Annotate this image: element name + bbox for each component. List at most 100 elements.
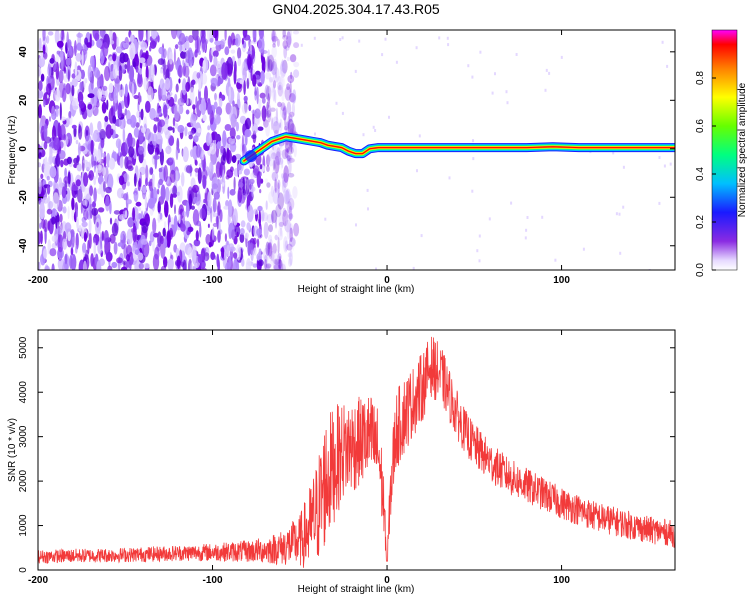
- noise-blob: [209, 38, 214, 43]
- x-tick-label: -200: [28, 575, 48, 586]
- noise-blob: [228, 243, 235, 252]
- noise-blob: [156, 243, 161, 252]
- noise-blob: [217, 201, 221, 216]
- noise-blob: [85, 129, 89, 136]
- noise-blob: [282, 172, 289, 188]
- noise-blob: [153, 117, 160, 122]
- noise-blob: [281, 159, 284, 169]
- y-tick-label: 2000: [18, 470, 29, 493]
- noise-blob: [212, 50, 219, 58]
- noise-speck: [622, 165, 625, 169]
- noise-blob: [64, 167, 67, 179]
- noise-blob: [251, 123, 259, 134]
- snr-panel: -200 -100 0 100 0 1000 2000 3000 4000 5000 Heigh…: [7, 329, 676, 595]
- noise-blob: [202, 59, 206, 72]
- noise-blob: [71, 78, 78, 88]
- noise-speck: [467, 64, 470, 68]
- noise-blob: [239, 233, 245, 244]
- noise-speck: [416, 169, 418, 173]
- noise-blob: [286, 154, 293, 164]
- noise-blob: [287, 173, 295, 178]
- noise-blob: [48, 201, 54, 209]
- noise-blob: [272, 159, 276, 171]
- noise-blob: [245, 258, 252, 270]
- noise-blob: [51, 263, 55, 270]
- noise-blob: [199, 267, 207, 270]
- noise-blob: [284, 126, 288, 131]
- noise-blob: [289, 249, 293, 266]
- noise-blob: [200, 97, 207, 116]
- noise-blob: [236, 231, 239, 238]
- noise-blob: [46, 35, 50, 44]
- x-tick-label: 0: [384, 275, 390, 286]
- noise-blob: [286, 243, 293, 251]
- noise-blob: [277, 82, 283, 91]
- noise-blob: [287, 115, 291, 129]
- noise-blob: [267, 150, 275, 167]
- noise-blob: [292, 30, 300, 35]
- noise-blob: [229, 189, 236, 196]
- snr-series: [38, 336, 675, 568]
- noise-blob: [289, 54, 297, 63]
- noise-blob: [278, 260, 282, 270]
- noise-blob: [211, 227, 215, 241]
- noise-blob: [63, 176, 70, 184]
- noise-blob: [212, 197, 217, 213]
- noise-blob: [126, 199, 132, 205]
- noise-blob: [145, 164, 149, 183]
- noise-blob: [65, 83, 71, 95]
- noise-blob: [124, 63, 128, 70]
- noise-blob: [150, 63, 155, 81]
- noise-speck: [661, 40, 664, 44]
- noise-blob: [280, 73, 284, 92]
- noise-blob: [138, 262, 144, 270]
- noise-blob: [267, 59, 273, 72]
- noise-blob: [215, 161, 221, 178]
- noise-blob: [237, 163, 242, 171]
- noise-speck: [415, 46, 418, 50]
- noise-blob: [167, 258, 174, 270]
- noise-blob: [90, 253, 94, 267]
- noise-blob: [256, 252, 263, 262]
- noise-blob: [174, 123, 179, 129]
- noise-blob: [121, 65, 126, 74]
- noise-blob: [286, 146, 294, 155]
- noise-blob: [286, 154, 290, 165]
- noise-blob: [48, 82, 52, 93]
- noise-blob: [217, 230, 221, 243]
- noise-blob: [230, 32, 236, 46]
- noise-blob: [237, 47, 242, 60]
- noise-blob: [182, 146, 189, 163]
- noise-blob: [61, 186, 67, 199]
- noise-blob: [43, 123, 48, 141]
- noise-blob: [287, 252, 292, 258]
- noise-blob: [239, 115, 247, 125]
- noise-blob: [274, 248, 280, 265]
- noise-blob: [246, 50, 253, 55]
- noise-blob: [237, 57, 242, 67]
- noise-blob: [42, 30, 46, 42]
- noise-blob: [261, 165, 266, 172]
- noise-blob: [97, 207, 105, 213]
- noise-blob: [99, 30, 106, 38]
- noise-blob: [265, 263, 272, 269]
- noise-blob: [115, 46, 123, 54]
- noise-blob: [282, 105, 287, 116]
- noise-blob: [145, 100, 151, 113]
- noise-speck: [510, 201, 513, 205]
- noise-blob: [100, 137, 105, 149]
- noise-speck: [418, 134, 421, 138]
- noise-blob: [176, 255, 181, 270]
- noise-blob: [136, 110, 140, 119]
- noise-blob: [73, 163, 78, 169]
- noise-blob: [269, 76, 276, 93]
- noise-blob: [112, 115, 117, 124]
- noise-blob: [141, 127, 146, 134]
- noise-blob: [54, 30, 60, 45]
- noise-blob: [209, 162, 212, 172]
- noise-blob: [278, 212, 284, 230]
- noise-blob: [55, 209, 58, 216]
- noise-blob: [76, 163, 83, 172]
- noise-blob: [282, 188, 290, 205]
- noise-blob: [288, 213, 294, 220]
